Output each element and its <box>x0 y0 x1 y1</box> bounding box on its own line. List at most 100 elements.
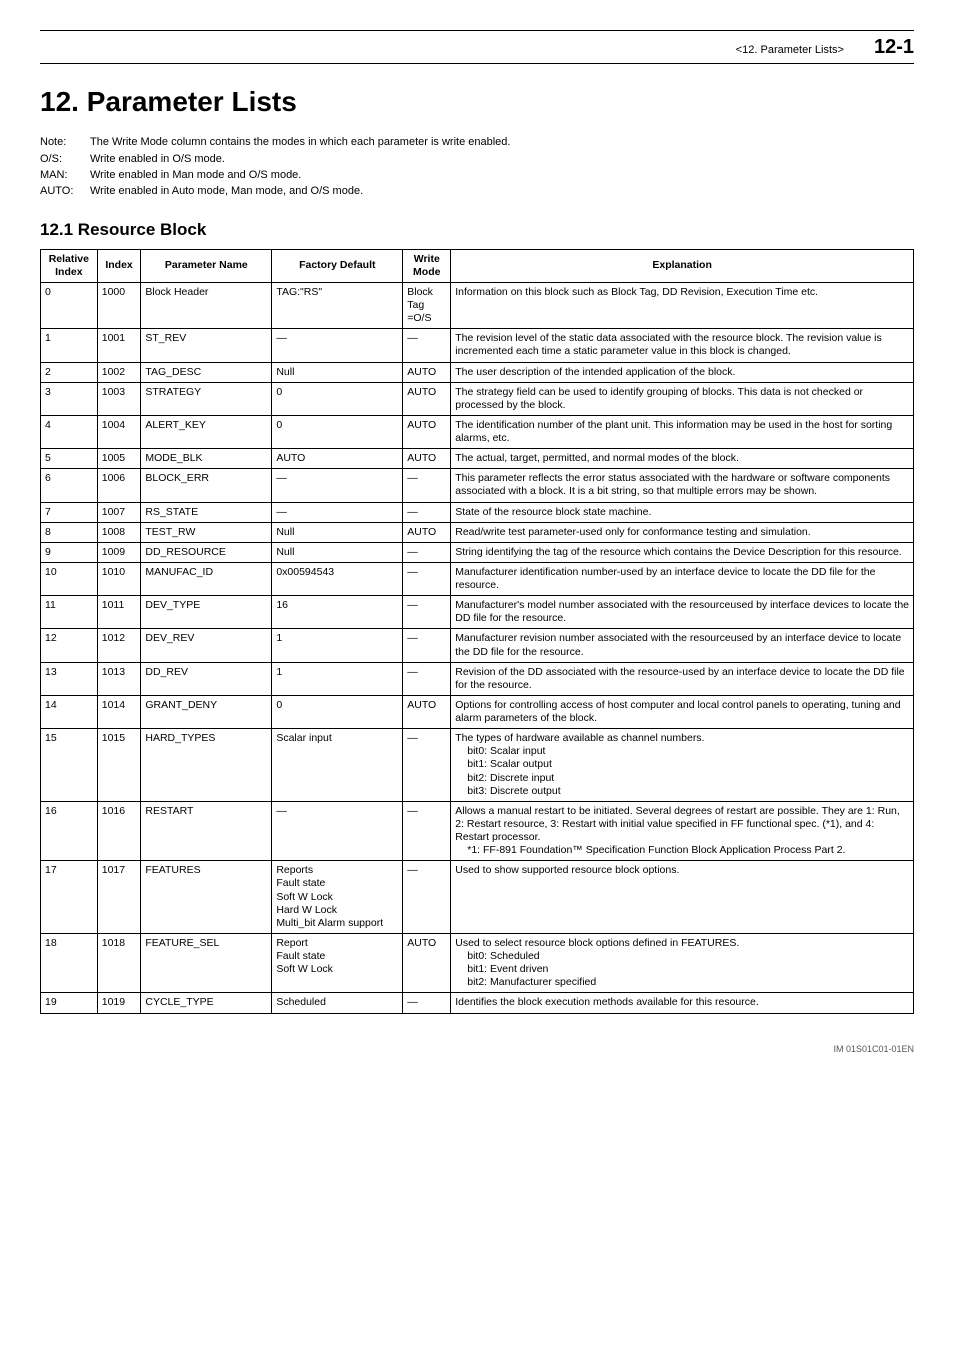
section-ref: <12. Parameter Lists> <box>736 43 844 57</box>
cell-param-name: MODE_BLK <box>141 449 272 469</box>
cell-param-name: FEATURE_SEL <box>141 933 272 993</box>
cell-write-mode: — <box>403 729 451 802</box>
cell-write-mode: AUTO <box>403 449 451 469</box>
cell-relative-index: 18 <box>41 933 98 993</box>
cell-param-name: TEST_RW <box>141 522 272 542</box>
cell-explanation: The revision level of the static data as… <box>451 329 914 362</box>
cell-write-mode: Block Tag =O/S <box>403 282 451 328</box>
cell-param-name: ALERT_KEY <box>141 415 272 448</box>
cell-write-mode: — <box>403 562 451 595</box>
cell-param-name: MANUFAC_ID <box>141 562 272 595</box>
cell-index: 1007 <box>97 502 141 522</box>
cell-param-name: DD_REV <box>141 662 272 695</box>
cell-default: Null <box>272 362 403 382</box>
page-title: 12. Parameter Lists <box>40 84 914 120</box>
cell-relative-index: 19 <box>41 993 98 1013</box>
cell-default: — <box>272 329 403 362</box>
cell-param-name: STRATEGY <box>141 382 272 415</box>
cell-param-name: RS_STATE <box>141 502 272 522</box>
cell-explanation: The strategy field can be used to identi… <box>451 382 914 415</box>
cell-index: 1009 <box>97 542 141 562</box>
cell-write-mode: AUTO <box>403 382 451 415</box>
cell-param-name: BLOCK_ERR <box>141 469 272 502</box>
cell-index: 1011 <box>97 596 141 629</box>
cell-relative-index: 3 <box>41 382 98 415</box>
note-label: Note: <box>40 135 90 149</box>
cell-default: TAG:"RS" <box>272 282 403 328</box>
cell-default: Scalar input <box>272 729 403 802</box>
cell-relative-index: 8 <box>41 522 98 542</box>
cell-relative-index: 16 <box>41 801 98 861</box>
column-header: Index <box>97 249 141 282</box>
cell-write-mode: — <box>403 596 451 629</box>
table-row: 81008TEST_RWNullAUTORead/write test para… <box>41 522 914 542</box>
cell-write-mode: AUTO <box>403 695 451 728</box>
cell-default: Null <box>272 522 403 542</box>
cell-index: 1006 <box>97 469 141 502</box>
cell-explanation: Options for controlling access of host c… <box>451 695 914 728</box>
cell-index: 1003 <box>97 382 141 415</box>
cell-param-name: RESTART <box>141 801 272 861</box>
cell-index: 1018 <box>97 933 141 993</box>
cell-default: — <box>272 469 403 502</box>
page-number: 12-1 <box>874 34 914 60</box>
cell-default: — <box>272 801 403 861</box>
table-row: 141014GRANT_DENY0AUTOOptions for control… <box>41 695 914 728</box>
note-line: O/S:Write enabled in O/S mode. <box>40 152 914 166</box>
cell-param-name: ST_REV <box>141 329 272 362</box>
table-row: 171017FEATURESReportsFault stateSoft W L… <box>41 861 914 934</box>
cell-relative-index: 17 <box>41 861 98 934</box>
cell-default: 0 <box>272 695 403 728</box>
table-row: 51005MODE_BLKAUTOAUTOThe actual, target,… <box>41 449 914 469</box>
table-row: 71007RS_STATE——State of the resource blo… <box>41 502 914 522</box>
table-row: 101010MANUFAC_ID0x00594543—Manufacturer … <box>41 562 914 595</box>
table-row: 41004ALERT_KEY0AUTOThe identification nu… <box>41 415 914 448</box>
table-row: 131013DD_REV1—Revision of the DD associa… <box>41 662 914 695</box>
cell-relative-index: 10 <box>41 562 98 595</box>
cell-index: 1016 <box>97 801 141 861</box>
cell-default: 16 <box>272 596 403 629</box>
cell-write-mode: — <box>403 329 451 362</box>
cell-param-name: TAG_DESC <box>141 362 272 382</box>
cell-explanation: The types of hardware available as chann… <box>451 729 914 802</box>
table-row: 161016RESTART——Allows a manual restart t… <box>41 801 914 861</box>
note-text: Write enabled in Auto mode, Man mode, an… <box>90 185 363 197</box>
cell-default: Scheduled <box>272 993 403 1013</box>
cell-param-name: GRANT_DENY <box>141 695 272 728</box>
cell-default: 1 <box>272 629 403 662</box>
cell-default: ReportFault stateSoft W Lock <box>272 933 403 993</box>
note-line: AUTO:Write enabled in Auto mode, Man mod… <box>40 184 914 198</box>
cell-default: 1 <box>272 662 403 695</box>
note-label: O/S: <box>40 152 90 166</box>
cell-write-mode: — <box>403 502 451 522</box>
cell-relative-index: 15 <box>41 729 98 802</box>
cell-write-mode: — <box>403 629 451 662</box>
cell-explanation: Manufacturer revision number associated … <box>451 629 914 662</box>
cell-index: 1013 <box>97 662 141 695</box>
cell-param-name: CYCLE_TYPE <box>141 993 272 1013</box>
page-header: <12. Parameter Lists> 12-1 <box>40 30 914 64</box>
column-header: Parameter Name <box>141 249 272 282</box>
cell-index: 1001 <box>97 329 141 362</box>
cell-index: 1002 <box>97 362 141 382</box>
cell-explanation: State of the resource block state machin… <box>451 502 914 522</box>
cell-param-name: FEATURES <box>141 861 272 934</box>
cell-explanation: Information on this block such as Block … <box>451 282 914 328</box>
cell-write-mode: AUTO <box>403 522 451 542</box>
cell-relative-index: 1 <box>41 329 98 362</box>
cell-default: AUTO <box>272 449 403 469</box>
table-row: 21002TAG_DESCNullAUTOThe user descriptio… <box>41 362 914 382</box>
cell-relative-index: 13 <box>41 662 98 695</box>
column-header: Relative Index <box>41 249 98 282</box>
cell-param-name: DD_RESOURCE <box>141 542 272 562</box>
cell-default: Null <box>272 542 403 562</box>
table-row: 91009DD_RESOURCENull—String identifying … <box>41 542 914 562</box>
cell-param-name: DEV_REV <box>141 629 272 662</box>
note-text: Write enabled in Man mode and O/S mode. <box>90 169 301 181</box>
cell-default: ReportsFault stateSoft W LockHard W Lock… <box>272 861 403 934</box>
cell-index: 1012 <box>97 629 141 662</box>
cell-param-name: DEV_TYPE <box>141 596 272 629</box>
cell-explanation: Manufacturer's model number associated w… <box>451 596 914 629</box>
cell-default: — <box>272 502 403 522</box>
table-row: 191019CYCLE_TYPEScheduled—Identifies the… <box>41 993 914 1013</box>
